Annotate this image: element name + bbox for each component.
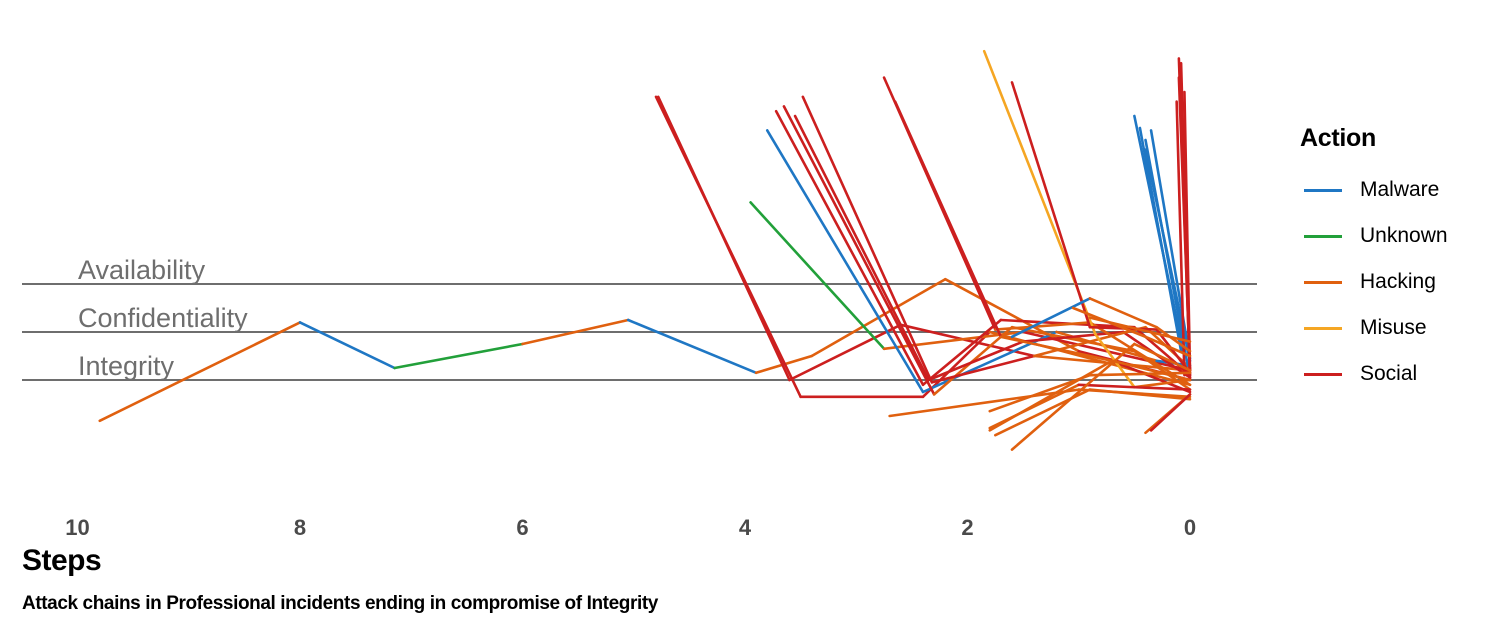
chain-segment-hacking — [1088, 371, 1192, 377]
chain-segment-malware — [1138, 126, 1183, 353]
attack-chain — [1149, 393, 1192, 432]
x-tick-label: 0 — [1184, 515, 1196, 540]
chain-segment-social — [930, 354, 1036, 384]
band-label-confidentiality: Confidentiality — [78, 303, 248, 333]
legend-swatch — [1304, 234, 1342, 238]
attack-chain — [1138, 126, 1183, 353]
attack-chain — [988, 371, 1192, 413]
chain-segment-hacking — [1088, 297, 1158, 329]
x-axis-title: Steps — [22, 544, 102, 577]
chain-segment-hacking — [994, 388, 1092, 437]
chain-segment-social — [788, 323, 903, 382]
attack-chain — [882, 76, 1192, 387]
chain-segment-unknown — [749, 201, 886, 351]
legend-item-hacking: Hacking — [1300, 259, 1480, 305]
legend-label: Hacking — [1360, 270, 1436, 293]
legend: Action Malware Unknown Hacking Misuse Social — [1300, 124, 1480, 397]
x-tick-label: 10 — [65, 515, 89, 540]
legend-swatch — [1304, 326, 1342, 330]
chain-segment-hacking — [98, 321, 302, 423]
legend-label: Unknown — [1360, 224, 1448, 247]
chain-segment-social — [927, 340, 1025, 382]
attack-chain — [1010, 342, 1192, 451]
band-label-integrity: Integrity — [78, 351, 175, 381]
chain-segment-social — [1110, 359, 1192, 394]
chain-segment-social — [1175, 100, 1186, 377]
legend-label: Misuse — [1360, 316, 1427, 339]
chain-segment-malware — [1144, 138, 1190, 367]
x-tick-label: 8 — [294, 515, 306, 540]
x-tick-label: 4 — [739, 515, 752, 540]
chain-segment-social — [1077, 383, 1192, 391]
band-labels: Availability Confidentiality Integrity — [78, 255, 248, 381]
chain-segment-hacking — [1088, 388, 1192, 401]
attack-chain — [1010, 297, 1192, 353]
attack-chain — [1088, 316, 1192, 343]
chain-segment-hacking — [888, 388, 1081, 418]
band-label-availability: Availability — [78, 255, 206, 285]
chain-segment-hacking — [1133, 342, 1192, 372]
band-divider-lines — [22, 283, 1257, 381]
chain-segment-hacking — [1110, 359, 1192, 382]
chain-segment-malware — [298, 321, 396, 370]
chain-segment-social — [1149, 393, 1192, 432]
chain-segment-hacking — [1032, 325, 1147, 358]
chain-segment-social — [921, 318, 1003, 387]
chain-segment-unknown — [393, 342, 524, 370]
legend-label: Social — [1360, 362, 1418, 385]
chain-segment-hacking — [521, 318, 630, 346]
chain-segment-social — [782, 105, 936, 396]
attack-chain — [1177, 76, 1192, 372]
chain-segment-hacking — [994, 321, 1092, 331]
x-tick-label: 2 — [961, 515, 973, 540]
attack-chain — [793, 114, 1192, 382]
chain-segment-social — [1010, 81, 1092, 329]
legend-label: Malware — [1360, 178, 1440, 201]
chart-caption: Attack chains in Professional incidents … — [22, 593, 658, 614]
chain-segment-hacking — [1144, 335, 1192, 358]
chain-segment-hacking — [1155, 325, 1192, 353]
chain-segment-hacking — [1133, 378, 1192, 389]
chain-segment-hacking — [1010, 325, 1136, 353]
legend-swatch — [1304, 280, 1342, 284]
chain-segment-malware — [1010, 297, 1092, 339]
legend-title: Action — [1300, 124, 1376, 152]
chain-segment-social — [893, 100, 1003, 339]
chain-segment-hacking — [988, 359, 1114, 432]
legend-swatch — [1304, 372, 1342, 376]
chain-segment-social — [774, 109, 925, 387]
legend-item-social: Social — [1300, 351, 1480, 397]
legend-item-unknown: Unknown — [1300, 213, 1480, 259]
legend-swatch — [1304, 188, 1342, 192]
legend-item-misuse: Misuse — [1300, 305, 1480, 351]
chain-segment-malware — [626, 318, 758, 375]
chain-segment-malware — [765, 129, 925, 394]
chain-segment-social — [656, 95, 791, 382]
chain-segment-social — [801, 95, 934, 384]
chain-segment-hacking — [988, 373, 1092, 413]
attack-chain-lines — [98, 49, 1192, 451]
attack-chain — [893, 100, 1192, 394]
chain-segment-hacking — [1010, 342, 1136, 451]
chain-segment-hacking — [999, 335, 1114, 363]
legend-item-malware: Malware — [1300, 167, 1480, 213]
attack-chain — [988, 359, 1192, 432]
x-axis-ticks: 10 8 6 4 2 0 — [65, 515, 1196, 540]
legend-items: Malware Unknown Hacking Misuse Social — [1300, 167, 1480, 397]
x-tick-label: 6 — [516, 515, 528, 540]
attack-chain — [1175, 100, 1186, 377]
chain-segment-hacking — [1133, 349, 1192, 391]
attack-chain — [765, 129, 1192, 394]
chain-segment-hacking — [1088, 316, 1192, 343]
attack-chain — [1144, 138, 1190, 367]
chain-segment-social — [1177, 76, 1192, 372]
chain-segment-social — [793, 114, 930, 382]
chain-segment-malware — [921, 330, 1058, 394]
attack-chain — [98, 277, 1192, 423]
